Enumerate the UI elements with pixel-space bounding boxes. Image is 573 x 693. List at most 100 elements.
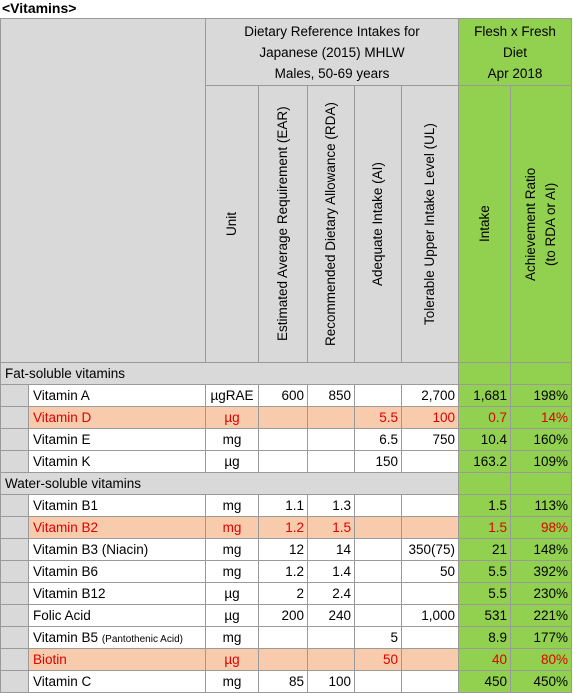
reference-value [307,428,355,451]
indent [0,582,29,605]
reference-value [354,670,402,693]
header-line: Dietary Reference Intakes for [244,23,420,39]
indent [0,538,29,561]
reference-value: 100 [307,670,355,693]
reference-value [258,648,308,671]
header-line: Intake [476,205,492,243]
reference-value: 6.5 [354,428,402,451]
unit: mg [205,494,259,517]
rotated-label: Intake [475,91,495,357]
reference-value: 1.3 [307,494,355,517]
rotated-label: Unit [222,91,242,357]
reference-value [307,450,355,473]
rotated-label: Achievement Ratio (to RDA or AI) [521,91,561,357]
reference-value [258,428,308,451]
vitamin-name: Vitamin B6 [28,560,206,583]
name-text: Biotin [33,652,67,667]
vitamin-name: Vitamin A [28,384,206,407]
achievement-ratio: 160% [510,428,573,451]
reference-value: 14 [307,538,355,561]
indent [0,670,29,693]
vitamin-row: Vitamin A µgRAE 600 850 2,700 1,681 198% [0,384,573,407]
reference-value [400,582,460,605]
name-text: Vitamin B1 [33,498,99,513]
unit: µg [205,604,259,627]
reference-value: 150 [354,450,402,473]
vitamin-name: Vitamin B2 [28,516,206,539]
vitamin-name: Vitamin B5 (Pantothenic Acid) [28,626,206,649]
corner [0,18,206,363]
reference-value [354,538,402,561]
unit: µg [205,648,259,671]
name-text: Vitamin D [33,410,92,425]
intake: 5.5 [458,560,512,583]
intake: 1.5 [458,494,512,517]
reference-value: 1.5 [307,516,355,539]
intake: 21 [458,538,512,561]
name-text: Vitamin B6 [33,564,99,579]
reference-value [400,648,460,671]
reference-value [258,450,308,473]
reference-value: 2.4 [307,582,355,605]
reference-value: 350(75) [400,538,460,561]
header-row: Dietary Reference Intakes for Japanese (2… [0,18,573,363]
intake: 40 [458,648,512,671]
column-header: Recommended Dietary Allowance (RDA) [307,85,355,363]
header-line: (to RDA or AI) [543,182,559,266]
name-text: Vitamin B12 [33,586,106,601]
title: <Vitamins> [2,0,77,16]
header-line: Unit [224,212,239,237]
intake: 531 [458,604,512,627]
vitamin-row: Vitamin B1 mg 1.1 1.3 1.5 113% [0,494,573,517]
header-line: Japanese (2015) MHLW [259,44,405,60]
name-text: Vitamin K [33,454,91,469]
reference-value [307,406,355,429]
unit: µg [205,450,259,473]
header-line: Achievement Ratio [523,167,539,281]
reference-value: 2,700 [400,384,460,407]
reference-value: 50 [354,648,402,671]
header-line: Adequate Intake (AI) [370,162,385,286]
unit: µgRAE [205,384,259,407]
header-line: Males, 50-69 years [274,65,390,81]
reference-value [307,648,355,671]
header-line: Flesh x Fresh [474,23,556,39]
name-text: Folic Acid [33,608,91,623]
name-text: Vitamin B5 [33,630,99,645]
unit: µg [205,582,259,605]
vitamin-name: Folic Acid [28,604,206,627]
reference-value [354,582,402,605]
vitamin-row: Vitamin B2 mg 1.2 1.5 1.5 98% [0,516,573,539]
achievement-ratio: 148% [510,538,573,561]
intake: 450 [458,670,512,693]
reference-value [307,626,355,649]
ratio-cell [510,472,573,495]
header-line: Diet [503,44,528,60]
name-text: Vitamin B2 [33,520,99,535]
achievement-ratio: 450% [510,670,573,693]
achievement-ratio: 113% [510,494,573,517]
indent [0,384,29,407]
header-line: Tolerable Upper Intake Level (UL) [422,123,437,325]
column-header: Intake [458,85,512,363]
achievement-ratio: 198% [510,384,573,407]
reference-value: 1.2 [258,516,308,539]
ratio-cell [510,362,573,385]
vitamin-row: Vitamin B12 µg 2 2.4 5.5 230% [0,582,573,605]
indent [0,406,29,429]
header-line: Apr 2018 [487,65,543,81]
reference-value [400,450,460,473]
header-line: Estimated Average Requirement (EAR) [275,106,290,342]
intake: 5.5 [458,582,512,605]
vitamin-row: Vitamin E mg 6.5 750 10.4 160% [0,428,573,451]
achievement-ratio: 14% [510,406,573,429]
intake: 8.9 [458,626,512,649]
reference-value [258,626,308,649]
unit: mg [205,670,259,693]
section-row: Fat-soluble vitamins [0,362,573,385]
reference-value: 600 [258,384,308,407]
column-header-row: Unit Estimated Average Requirement (EAR) R… [1,85,573,363]
reference-value: 750 [400,428,460,451]
vitamin-name: Vitamin B3 (Niacin) [28,538,206,561]
